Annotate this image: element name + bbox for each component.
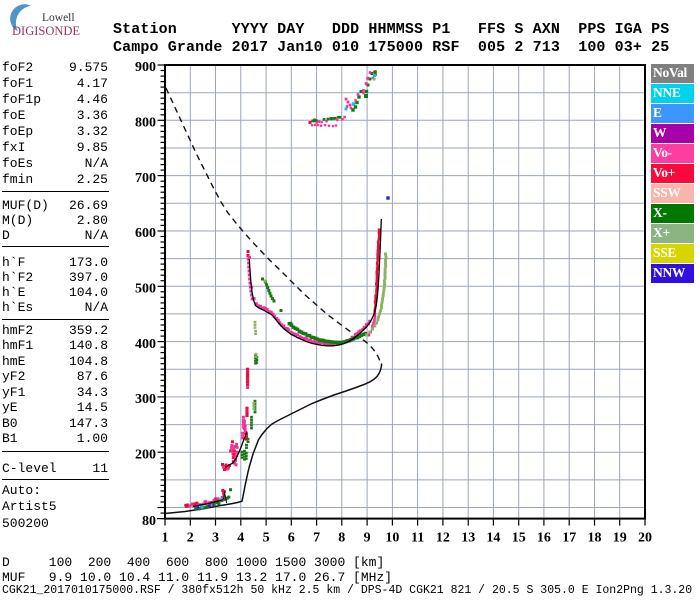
svg-text:18: 18	[588, 531, 602, 546]
svg-text:400: 400	[135, 337, 156, 352]
svg-text:6: 6	[288, 531, 295, 546]
svg-text:20: 20	[638, 531, 652, 546]
svg-text:9: 9	[364, 531, 371, 546]
svg-text:17: 17	[562, 531, 576, 546]
svg-text:10: 10	[385, 531, 399, 546]
svg-text:3: 3	[212, 531, 219, 546]
svg-text:80: 80	[142, 514, 156, 529]
svg-text:500: 500	[135, 282, 156, 297]
svg-text:11: 11	[411, 531, 424, 546]
svg-text:200: 200	[135, 447, 156, 462]
svg-text:900: 900	[135, 60, 156, 75]
svg-text:13: 13	[461, 531, 475, 546]
svg-text:2: 2	[187, 531, 194, 546]
svg-text:5: 5	[263, 531, 270, 546]
svg-text:4: 4	[237, 531, 244, 546]
svg-text:12: 12	[436, 531, 450, 546]
svg-text:800: 800	[135, 116, 156, 131]
svg-text:19: 19	[613, 531, 627, 546]
svg-text:15: 15	[512, 531, 526, 546]
svg-text:300: 300	[135, 392, 156, 407]
svg-text:1: 1	[162, 531, 169, 546]
svg-text:14: 14	[486, 531, 500, 546]
svg-text:16: 16	[537, 531, 551, 546]
svg-text:600: 600	[135, 226, 156, 241]
svg-text:7: 7	[313, 531, 320, 546]
svg-text:8: 8	[338, 531, 345, 546]
svg-text:700: 700	[135, 171, 156, 186]
